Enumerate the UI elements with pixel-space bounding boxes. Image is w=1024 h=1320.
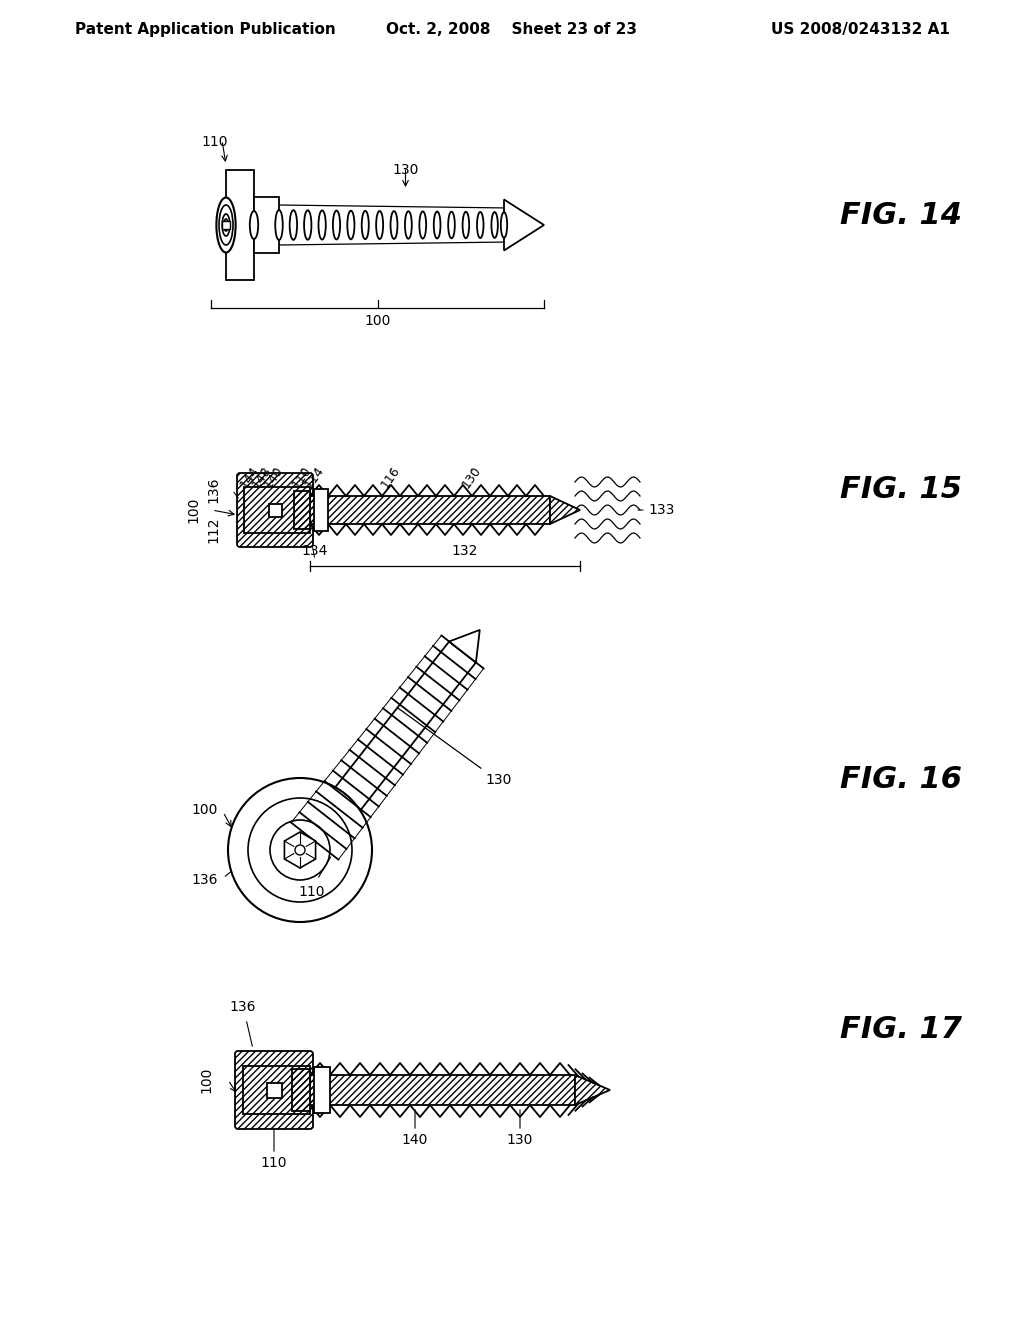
Text: Patent Application Publication: Patent Application Publication	[75, 22, 336, 37]
Text: Oct. 2, 2008    Sheet 23 of 23: Oct. 2, 2008 Sheet 23 of 23	[386, 22, 638, 37]
Text: 100: 100	[191, 803, 218, 817]
Text: 110: 110	[202, 135, 228, 149]
Bar	[244, 487, 310, 533]
Text: 136: 136	[206, 477, 220, 503]
Circle shape	[248, 799, 352, 902]
Bar	[266, 1082, 282, 1097]
Text: 114: 114	[303, 465, 327, 491]
Ellipse shape	[501, 213, 507, 238]
Polygon shape	[301, 642, 476, 851]
Text: 133: 133	[648, 503, 675, 517]
Bar	[226, 170, 254, 280]
Text: 130: 130	[507, 1133, 534, 1147]
Ellipse shape	[290, 210, 297, 240]
Polygon shape	[504, 199, 544, 251]
Ellipse shape	[275, 210, 283, 240]
Text: FIG. 16: FIG. 16	[840, 766, 962, 795]
Text: 130: 130	[392, 162, 419, 177]
Bar	[254, 197, 279, 253]
Polygon shape	[550, 496, 580, 524]
Text: 116: 116	[379, 465, 403, 491]
Bar	[292, 1069, 310, 1111]
Text: 130: 130	[460, 465, 484, 491]
Ellipse shape	[304, 210, 311, 240]
Ellipse shape	[463, 211, 469, 238]
Ellipse shape	[361, 211, 369, 239]
Bar	[243, 1067, 310, 1114]
Text: US 2008/0243132 A1: US 2008/0243132 A1	[771, 22, 950, 37]
Text: 112: 112	[206, 516, 220, 544]
Ellipse shape	[420, 211, 426, 239]
Bar	[310, 496, 550, 524]
Ellipse shape	[404, 211, 412, 239]
Circle shape	[295, 845, 305, 855]
Text: 134: 134	[302, 544, 328, 558]
Text: 110: 110	[299, 884, 326, 899]
Text: 136: 136	[191, 873, 218, 887]
Text: 140: 140	[262, 465, 286, 491]
Text: 110: 110	[261, 1156, 288, 1170]
Text: 110: 110	[290, 465, 314, 491]
Text: 144: 144	[238, 465, 262, 491]
Ellipse shape	[318, 210, 326, 239]
Text: 100: 100	[365, 314, 391, 327]
Ellipse shape	[376, 211, 383, 239]
Bar	[294, 491, 310, 529]
Circle shape	[270, 820, 330, 880]
Ellipse shape	[390, 211, 397, 239]
Ellipse shape	[216, 198, 236, 252]
Ellipse shape	[449, 211, 455, 239]
FancyBboxPatch shape	[234, 1051, 313, 1129]
Text: FIG. 17: FIG. 17	[840, 1015, 962, 1044]
Bar	[268, 503, 282, 516]
Ellipse shape	[347, 211, 354, 239]
Text: 132: 132	[452, 544, 478, 558]
Polygon shape	[575, 1074, 610, 1105]
Ellipse shape	[477, 213, 483, 238]
Bar	[314, 488, 328, 531]
Ellipse shape	[222, 214, 229, 236]
Bar	[294, 491, 310, 529]
Polygon shape	[285, 832, 315, 869]
Circle shape	[228, 777, 372, 921]
Ellipse shape	[224, 219, 228, 231]
Polygon shape	[450, 630, 480, 663]
Ellipse shape	[434, 211, 440, 239]
Bar	[243, 1067, 310, 1114]
Text: 140: 140	[401, 1133, 428, 1147]
Bar	[310, 496, 550, 524]
Text: 100: 100	[186, 496, 200, 523]
Bar	[244, 487, 310, 533]
Text: FIG. 14: FIG. 14	[840, 201, 962, 230]
Ellipse shape	[492, 213, 498, 238]
Text: FIG. 15: FIG. 15	[840, 475, 962, 504]
Bar	[310, 1074, 575, 1105]
Text: 136: 136	[229, 1001, 256, 1014]
Bar	[314, 1067, 330, 1113]
Ellipse shape	[219, 205, 233, 246]
Text: 100: 100	[199, 1067, 213, 1093]
Ellipse shape	[250, 211, 258, 239]
FancyBboxPatch shape	[237, 473, 313, 546]
Ellipse shape	[506, 213, 512, 238]
Bar	[310, 1074, 575, 1105]
Bar	[292, 1069, 310, 1111]
Text: 148: 148	[250, 465, 274, 491]
Bar	[222, 222, 229, 228]
Text: 130: 130	[485, 774, 512, 787]
Ellipse shape	[333, 211, 340, 239]
